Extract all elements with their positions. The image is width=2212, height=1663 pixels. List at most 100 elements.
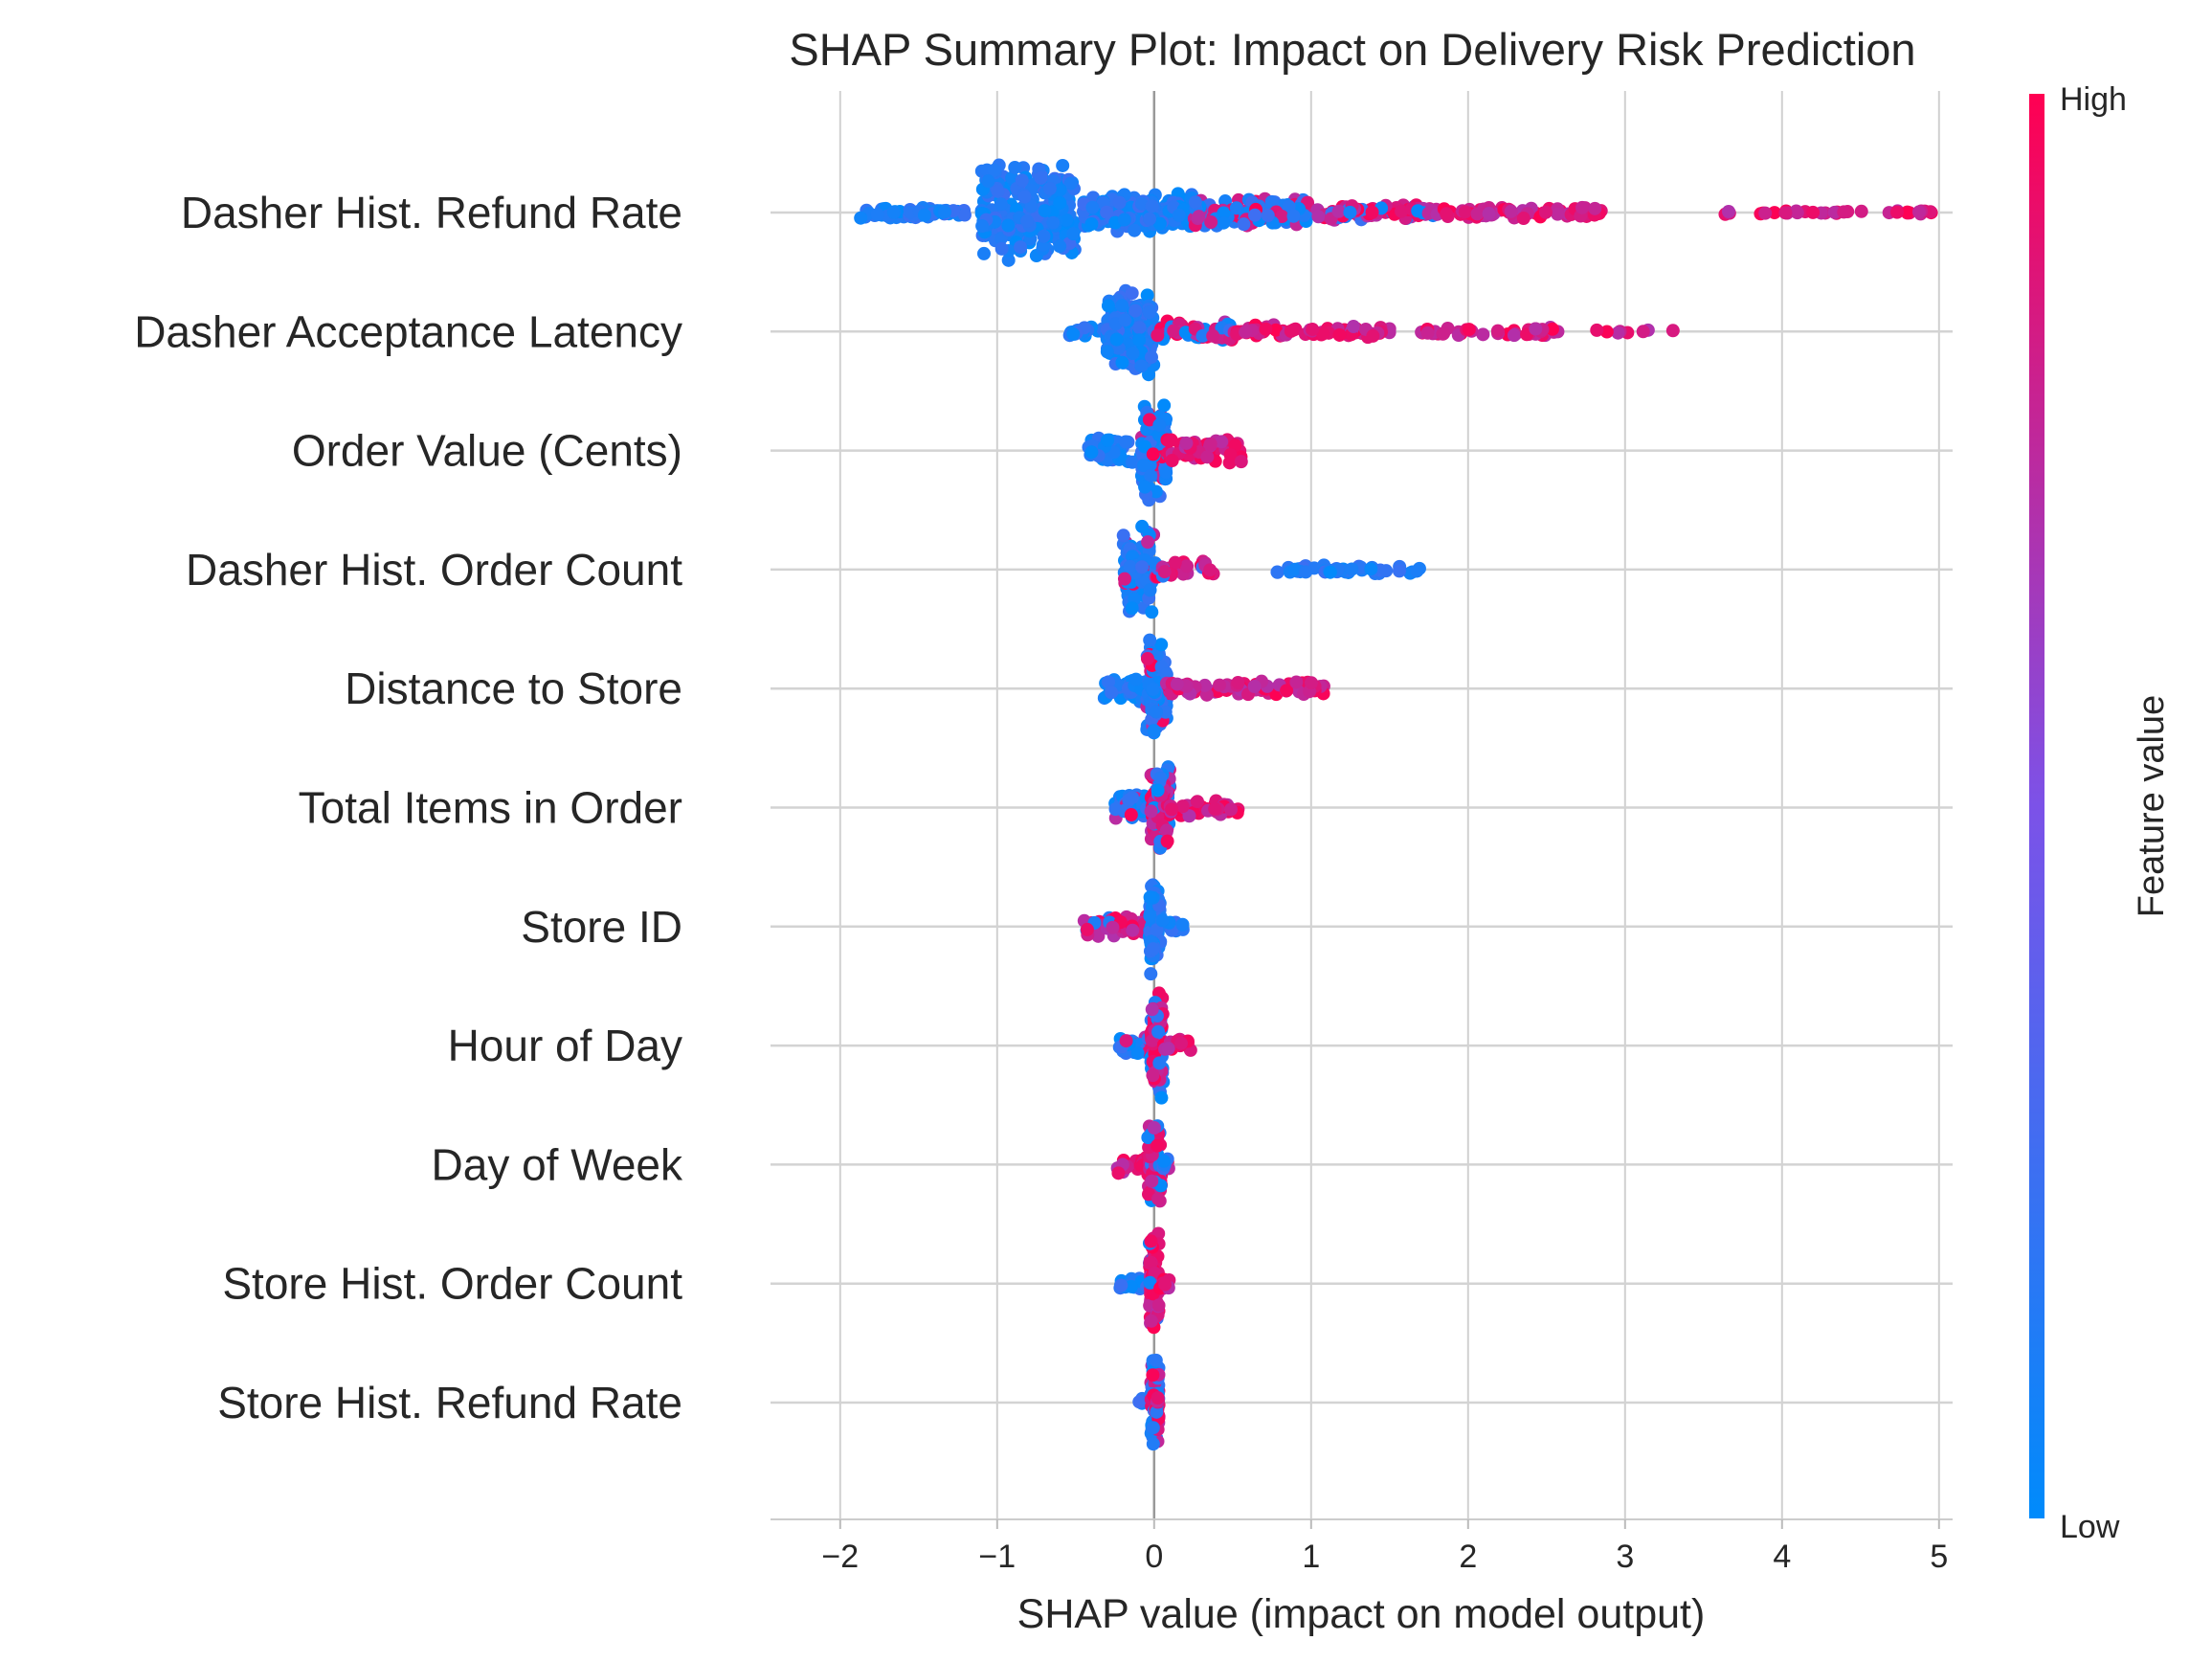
feature-points <box>1113 1226 1176 1335</box>
shap-point <box>1516 212 1531 226</box>
shap-point <box>1197 678 1212 692</box>
shap-point <box>1551 207 1565 221</box>
shap-point <box>1179 436 1194 450</box>
shap-point <box>957 208 972 222</box>
shap-point <box>994 241 1009 256</box>
shap-point <box>1476 327 1490 342</box>
x-tick-label: 0 <box>1145 1539 1163 1575</box>
feature-points <box>854 158 1938 267</box>
shap-point <box>1008 160 1022 174</box>
shap-point <box>1665 324 1680 338</box>
shap-point <box>1141 1131 1155 1145</box>
feature-label: Distance to Store <box>345 663 682 713</box>
shap-point <box>1144 469 1158 483</box>
shap-point <box>1142 413 1156 427</box>
shap-point <box>886 205 901 219</box>
shap-point <box>1162 434 1176 448</box>
shap-point <box>1234 455 1248 469</box>
feature-label: Dasher Acceptance Latency <box>134 306 682 356</box>
shap-point <box>1125 286 1139 301</box>
shap-point <box>1790 206 1804 220</box>
shap-point <box>1223 447 1238 461</box>
feature-label: Total Items in Order <box>299 783 682 833</box>
shap-point <box>1158 1277 1173 1292</box>
shap-point <box>1014 240 1028 255</box>
shap-point <box>1144 804 1158 819</box>
shap-point <box>1134 196 1149 211</box>
feature-points <box>1062 283 1680 382</box>
shap-point <box>1130 1046 1145 1061</box>
shap-point <box>1143 583 1157 597</box>
shap-point <box>1060 213 1074 227</box>
shap-point <box>1056 158 1070 172</box>
grid-lines <box>838 91 1940 1519</box>
shap-point <box>1231 675 1245 689</box>
shap-points <box>854 158 1938 1451</box>
shap-point <box>1111 1166 1126 1180</box>
shap-point <box>1145 1174 1159 1188</box>
shap-point <box>1112 195 1127 210</box>
shap-point <box>1167 324 1181 338</box>
shap-point <box>1135 560 1150 574</box>
x-tick-label: 4 <box>1773 1539 1791 1575</box>
shap-point <box>1158 705 1173 719</box>
shap-point <box>1247 680 1262 694</box>
x-axis-ticks: −2 −1 0 1 2 3 4 5 <box>821 1519 1948 1575</box>
shap-point <box>1146 1068 1160 1083</box>
shap-point <box>1261 209 1275 223</box>
shap-point <box>1015 173 1029 188</box>
colorbar-axis-label: Feature value <box>2132 695 2172 917</box>
shap-point <box>1157 398 1172 413</box>
shap-point <box>1143 909 1157 923</box>
shap-point <box>1366 328 1380 343</box>
shap-point <box>1080 922 1094 936</box>
shap-point <box>1053 183 1067 197</box>
shap-point <box>1217 206 1231 220</box>
shap-point <box>1151 1024 1166 1039</box>
shap-point <box>1146 1437 1160 1451</box>
shap-point <box>1347 320 1361 334</box>
shap-point <box>1778 206 1793 220</box>
shap-point <box>1538 205 1553 219</box>
shap-point <box>1270 565 1285 579</box>
shap-point <box>1911 205 1926 219</box>
shap-point <box>1173 1036 1188 1050</box>
shap-point <box>1154 1090 1169 1105</box>
x-tick-label: 3 <box>1616 1539 1634 1575</box>
shap-point <box>994 197 1008 212</box>
shap-point <box>1157 565 1172 579</box>
shap-point <box>1084 216 1099 231</box>
shap-point <box>1126 347 1140 361</box>
shap-point <box>991 184 1005 198</box>
shap-point <box>1100 205 1114 219</box>
feature-points <box>1112 986 1197 1105</box>
shap-point <box>1034 170 1048 185</box>
shap-point <box>1128 672 1143 686</box>
x-tick-label: −2 <box>821 1539 859 1575</box>
shap-point <box>1144 1314 1158 1328</box>
shap-point <box>1001 253 1016 267</box>
shap-point <box>1053 239 1067 254</box>
shap-point <box>1115 355 1129 370</box>
feature-points <box>1077 878 1190 981</box>
x-tick-label: 1 <box>1302 1539 1320 1575</box>
shap-point <box>1529 322 1543 336</box>
shap-point <box>1123 559 1137 573</box>
shap-point <box>1213 678 1227 692</box>
shap-point <box>1588 201 1602 215</box>
x-tick-label: 5 <box>1930 1539 1948 1575</box>
shap-point <box>1125 601 1139 616</box>
shap-point <box>1053 195 1067 210</box>
feature-label: Hour of Day <box>448 1021 682 1070</box>
shap-point <box>1001 218 1016 233</box>
shap-point <box>1140 652 1154 666</box>
colorbar-high-label: High <box>2060 81 2127 118</box>
shap-point <box>1118 313 1132 327</box>
shap-point <box>1504 204 1518 218</box>
feature-label: Dasher Hist. Refund Rate <box>181 188 682 237</box>
shap-point <box>1132 333 1147 348</box>
shap-point <box>1153 771 1168 785</box>
shap-point <box>1208 801 1222 816</box>
shap-point <box>1379 564 1394 578</box>
shap-point <box>975 219 990 234</box>
